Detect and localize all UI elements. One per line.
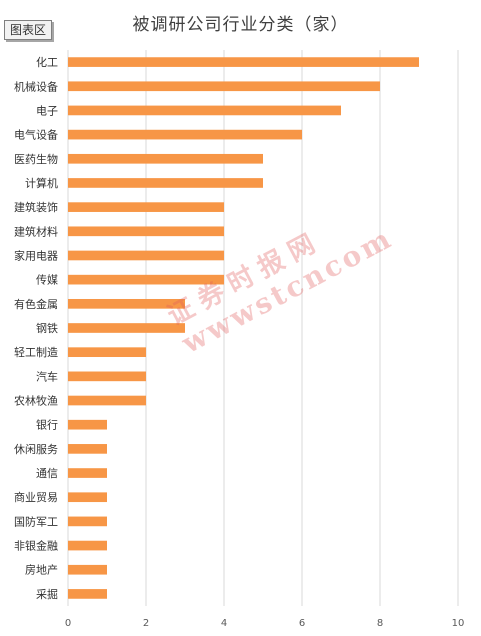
category-labels: 化工机械设备电子电气设备医药生物计算机建筑装饰建筑材料家用电器传媒有色金属钢铁轻…: [14, 55, 58, 601]
x-tick-label: 4: [221, 618, 227, 629]
chart-title: 被调研公司行业分类（家）: [132, 15, 349, 35]
bar-6: [68, 202, 224, 212]
category-label: 轻工制造: [14, 345, 58, 359]
category-label: 有色金属: [14, 297, 58, 311]
category-label: 医药生物: [14, 152, 58, 166]
bar-19: [68, 516, 107, 527]
bar-0: [68, 57, 419, 67]
bar-20: [68, 540, 107, 551]
bar-11: [68, 323, 185, 333]
bar-5: [68, 178, 263, 188]
x-tick-label: 2: [143, 618, 149, 629]
category-label: 采掘: [36, 587, 58, 601]
bar-13: [68, 371, 146, 382]
bar-1: [68, 81, 380, 92]
x-tick-label: 10: [452, 618, 465, 629]
x-tick-labels: 0 2 4 6 8 10: [65, 618, 465, 629]
category-label: 家用电器: [14, 248, 58, 262]
bar-15: [68, 419, 107, 430]
bar-16: [68, 444, 107, 454]
bar-10: [68, 298, 185, 309]
category-label: 机械设备: [14, 79, 58, 93]
category-label: 建筑材料: [14, 224, 58, 238]
bar-7: [68, 226, 224, 237]
bar-21: [68, 564, 107, 575]
bar-8: [68, 250, 224, 261]
bar-2: [68, 105, 341, 116]
category-label: 农林牧渔: [14, 394, 58, 408]
bar-17: [68, 468, 107, 478]
bar-9: [68, 274, 224, 285]
grid-lines: [67, 50, 459, 606]
category-label: 化工: [36, 55, 58, 69]
category-label: 房地产: [25, 563, 58, 577]
bar-18: [68, 492, 107, 503]
category-label: 传媒: [36, 274, 58, 287]
category-label: 电子: [36, 104, 58, 117]
category-label: 非银金融: [14, 539, 58, 553]
category-label: 电气设备: [14, 128, 58, 142]
category-label: 休闲服务: [14, 442, 58, 456]
category-label: 通信: [36, 467, 58, 480]
bars: [68, 57, 419, 599]
category-label: 钢铁: [36, 322, 58, 335]
category-label: 商业贸易: [14, 490, 58, 504]
x-tick-label: 8: [377, 618, 383, 629]
category-label: 银行: [36, 418, 58, 432]
x-tick-label: 6: [299, 618, 305, 629]
category-label: 国防军工: [14, 514, 58, 528]
chart-area-button[interactable]: 图表区: [4, 20, 52, 40]
bar-22: [68, 589, 107, 599]
bar-3: [68, 129, 302, 140]
category-label: 建筑装饰: [14, 200, 58, 214]
category-label: 计算机: [25, 176, 58, 190]
bar-14: [68, 395, 146, 406]
bar-12: [68, 347, 146, 358]
bar-4: [68, 153, 263, 164]
category-label: 汽车: [36, 369, 58, 383]
x-tick-label: 0: [65, 618, 71, 629]
